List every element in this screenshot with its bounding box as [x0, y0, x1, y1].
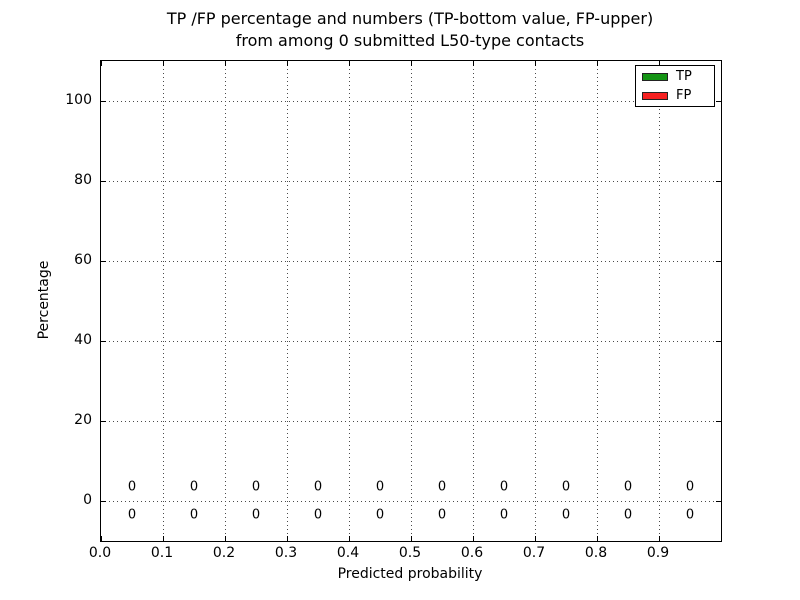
- y-tick-left: [101, 500, 106, 502]
- x-tick-top: [534, 61, 536, 66]
- y-tick-left: [101, 180, 106, 182]
- y-tick-left: [101, 420, 106, 422]
- tp-count-label: 0: [499, 507, 509, 523]
- chart-title: TP /FP percentage and numbers (TP-bottom…: [100, 8, 720, 52]
- x-tick-bottom: [224, 536, 226, 541]
- y-tick-right: [716, 180, 721, 182]
- legend-entry-tp: TP: [642, 70, 708, 83]
- tp-color-swatch: [642, 72, 668, 81]
- legend-entry-fp: FP: [642, 89, 708, 102]
- x-tick-label: 0.6: [460, 545, 484, 561]
- x-tick-label: 0.4: [336, 545, 360, 561]
- x-tick-label: 0.5: [398, 545, 422, 561]
- gridline-x-0.2: [224, 61, 226, 541]
- tp-count-label: 0: [623, 507, 633, 523]
- gridline-x-0.9: [658, 61, 660, 541]
- x-axis-label: Predicted probability: [337, 566, 483, 582]
- gridline-x-0.5: [410, 61, 412, 541]
- tp-count-label: 0: [127, 507, 137, 523]
- x-tick-label: 0.1: [150, 545, 174, 561]
- tp-count-label: 0: [251, 507, 261, 523]
- chart-title-line1: TP /FP percentage and numbers (TP-bottom…: [166, 9, 654, 28]
- tp-count-label: 0: [685, 507, 695, 523]
- fp-count-label: 0: [313, 479, 323, 495]
- y-tick-label: 60: [74, 252, 92, 268]
- fp-color-swatch: [642, 91, 668, 100]
- x-tick-label: 0.3: [274, 545, 298, 561]
- x-tick-top: [596, 61, 598, 66]
- y-tick-label: 0: [83, 492, 92, 508]
- x-tick-bottom: [534, 536, 536, 541]
- gridline-x-0.6: [472, 61, 474, 541]
- plot-area: TP FP 0 0 0 0 0 0 0 0 0 0 0 0 0 0 0 0 0 0 0 0: [100, 60, 722, 542]
- gridline-x-0.8: [596, 61, 598, 541]
- y-tick-label: 100: [65, 92, 92, 108]
- fp-count-label: 0: [189, 479, 199, 495]
- chart-title-line2: from among 0 submitted L50-type contacts: [235, 31, 585, 50]
- x-tick-label: 0.7: [522, 545, 546, 561]
- x-tick-top: [410, 61, 412, 66]
- legend-label-tp: TP: [676, 69, 692, 84]
- x-tick-top: [658, 61, 660, 66]
- y-tick-right: [716, 340, 721, 342]
- x-tick-bottom: [162, 536, 164, 541]
- x-tick-label: 0.2: [212, 545, 236, 561]
- y-tick-label: 80: [74, 172, 92, 188]
- x-tick-top: [162, 61, 164, 66]
- x-tick-top: [472, 61, 474, 66]
- x-tick-bottom: [472, 536, 474, 541]
- tp-count-label: 0: [561, 507, 571, 523]
- y-tick-right: [716, 260, 721, 262]
- gridline-x-0.3: [286, 61, 288, 541]
- legend-label-fp: FP: [676, 88, 692, 103]
- x-tick-bottom: [348, 536, 350, 541]
- x-tick-top: [224, 61, 226, 66]
- x-tick-top: [348, 61, 350, 66]
- fp-count-label: 0: [251, 479, 261, 495]
- x-tick-bottom: [286, 536, 288, 541]
- gridline-x-0.1: [162, 61, 164, 541]
- x-tick-bottom: [100, 536, 102, 541]
- legend: TP FP: [635, 65, 715, 107]
- y-tick-right: [716, 500, 721, 502]
- y-tick-label: 40: [74, 332, 92, 348]
- y-tick-label: 20: [74, 412, 92, 428]
- y-axis-label: Percentage: [36, 260, 52, 340]
- fp-count-label: 0: [375, 479, 385, 495]
- y-tick-left: [101, 260, 106, 262]
- tp-count-label: 0: [437, 507, 447, 523]
- fp-count-label: 0: [127, 479, 137, 495]
- fp-count-label: 0: [561, 479, 571, 495]
- x-tick-bottom: [658, 536, 660, 541]
- fp-count-label: 0: [685, 479, 695, 495]
- x-tick-label: 0.9: [646, 545, 670, 561]
- x-tick-bottom: [596, 536, 598, 541]
- x-tick-top: [286, 61, 288, 66]
- y-tick-left: [101, 340, 106, 342]
- gridline-x-0.4: [348, 61, 350, 541]
- y-tick-right: [716, 420, 721, 422]
- fp-count-label: 0: [499, 479, 509, 495]
- tp-count-label: 0: [375, 507, 385, 523]
- tp-count-label: 0: [313, 507, 323, 523]
- x-tick-label: 0.8: [584, 545, 608, 561]
- fp-count-label: 0: [437, 479, 447, 495]
- tp-count-label: 0: [189, 507, 199, 523]
- y-tick-left: [101, 100, 106, 102]
- x-tick-label: 0.0: [88, 545, 112, 561]
- x-tick-top: [100, 61, 102, 66]
- x-tick-bottom: [410, 536, 412, 541]
- fp-count-label: 0: [623, 479, 633, 495]
- y-tick-right: [716, 100, 721, 102]
- gridline-x-0.7: [534, 61, 536, 541]
